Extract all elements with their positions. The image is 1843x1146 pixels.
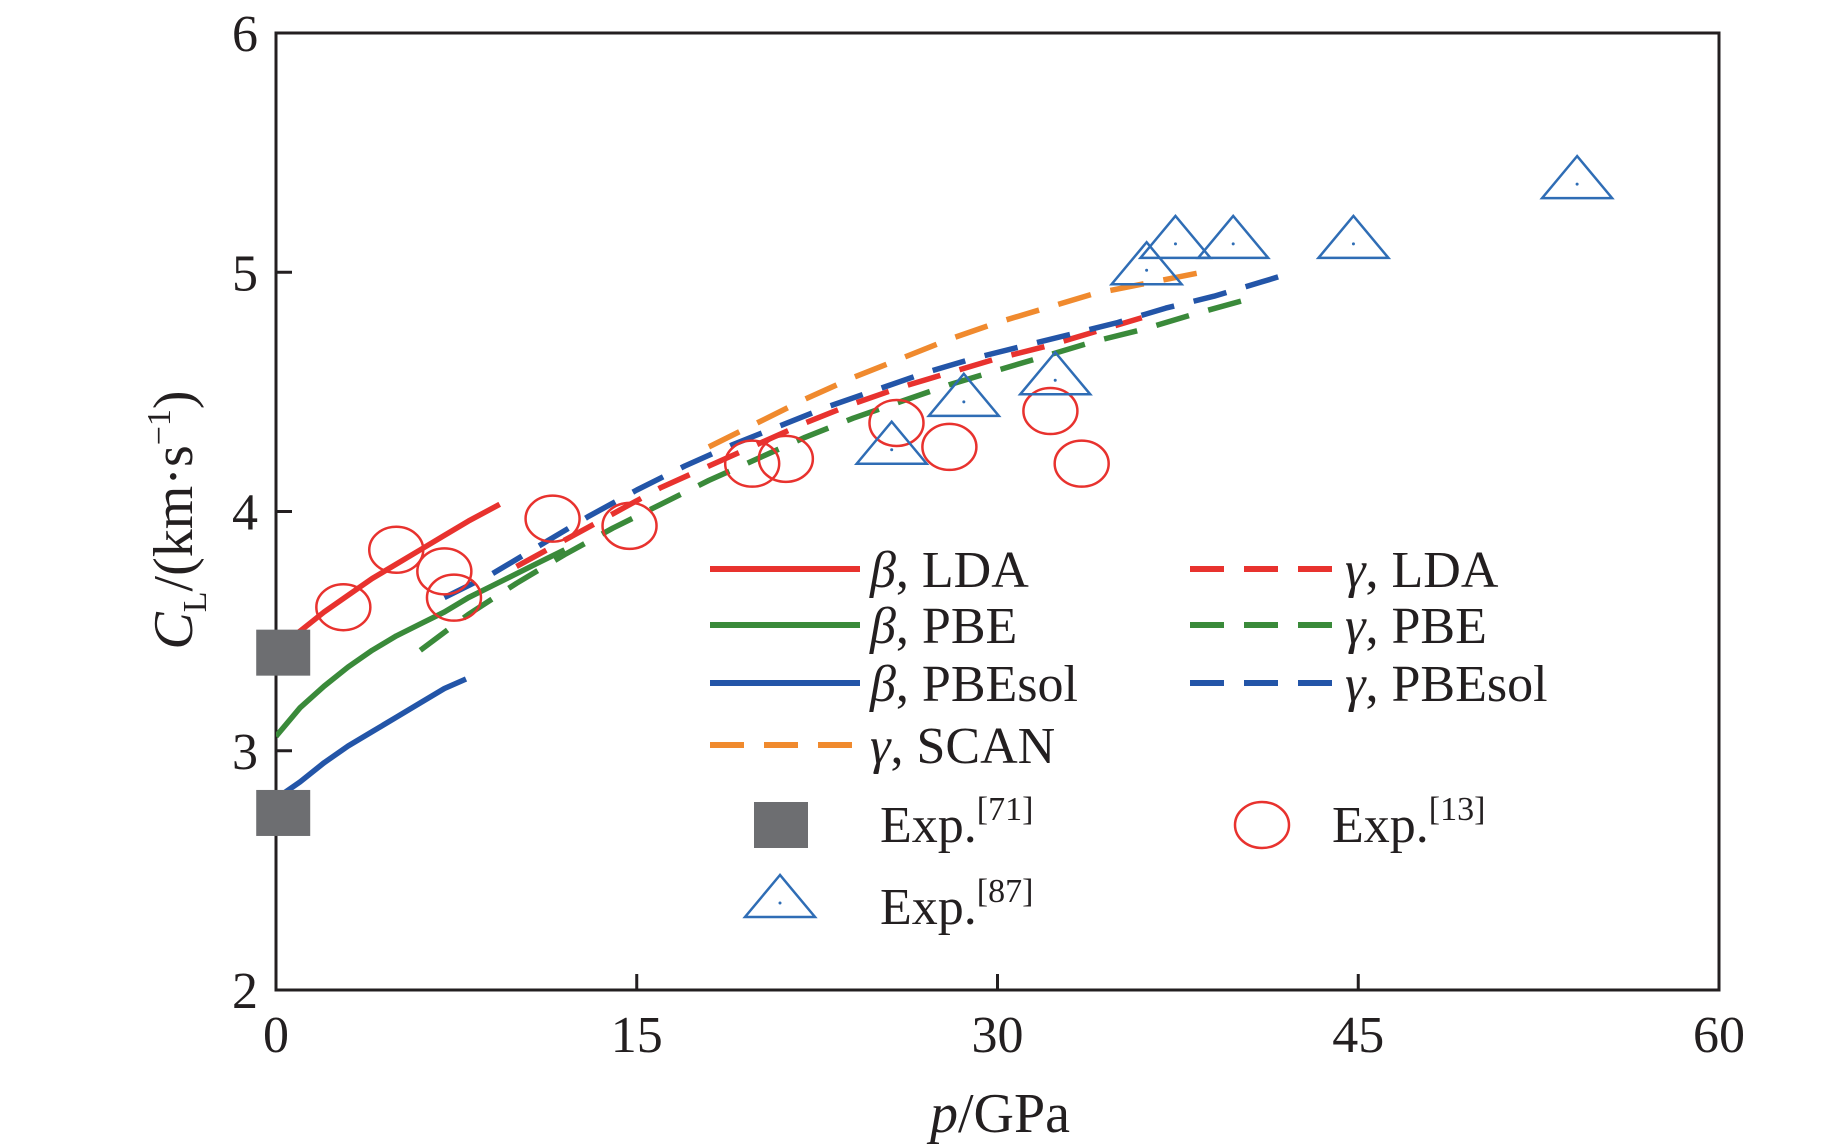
series-line-4 — [515, 315, 1143, 569]
exp-circle-point — [416, 547, 473, 596]
exp-circle-point — [921, 422, 978, 472]
x-tick-label: 60 — [1693, 1007, 1745, 1064]
legend: β, LDA β, PBE β, PBEsol γ, SCAN γ, LDA γ… — [710, 542, 1548, 936]
exp-circle-point — [315, 582, 372, 632]
exp-triangle-point — [1017, 350, 1093, 396]
marker-layer — [256, 154, 1615, 836]
axis-ticks — [276, 270, 1360, 990]
legend-label-gamma-scan: γ, SCAN — [870, 718, 1055, 775]
exp-triangle-dot — [1575, 182, 1579, 186]
exp-square-point — [256, 789, 311, 836]
y-tick-label: 2 — [232, 963, 258, 1020]
legend-label-beta-pbesol: β, PBEsol — [869, 656, 1078, 713]
exp-triangle-dot — [1145, 268, 1149, 272]
exp-circle-point — [524, 494, 581, 543]
exp-circle-point — [1053, 439, 1110, 488]
exp-triangle-point — [1108, 240, 1185, 286]
series-line-3 — [707, 269, 1203, 450]
legend-marker-exp87 — [742, 873, 818, 919]
legend-label-exp13: Exp.[13] — [1332, 791, 1485, 854]
exp-triangle-point — [1315, 213, 1392, 260]
exp-triangle-point — [1137, 213, 1214, 260]
exp-circle-point — [425, 573, 483, 622]
exp-triangle-dot — [890, 448, 894, 452]
legend-label-exp87: Exp.[87] — [880, 873, 1033, 936]
x-tick-label: 45 — [1332, 1007, 1384, 1064]
exp-triangle-point — [1539, 154, 1615, 200]
exp-triangle-dot — [1351, 242, 1355, 246]
legend-label-gamma-pbe: γ, PBE — [1345, 598, 1487, 655]
y-tick-label: 6 — [232, 6, 258, 63]
exp-circle-point — [368, 525, 425, 575]
legend-marker-exp87-dot — [778, 901, 782, 905]
plot-frame — [274, 31, 1721, 992]
legend-label-beta-pbe: β, PBE — [869, 598, 1017, 655]
exp-triangle-dot — [1173, 242, 1177, 246]
series-line-2 — [276, 676, 468, 801]
series-layer — [276, 269, 1295, 801]
series-line-5 — [418, 295, 1251, 653]
x-tick-label: 15 — [611, 1007, 663, 1064]
exp-circle-point — [601, 501, 658, 551]
legend-label-gamma-lda: γ, LDA — [1345, 542, 1499, 599]
series-line-1 — [276, 547, 566, 739]
exp-triangle-dot — [962, 400, 966, 404]
exp-triangle-point — [1195, 213, 1271, 260]
legend-label-exp71: Exp.[71] — [880, 791, 1033, 854]
x-tick-label: 30 — [972, 1007, 1024, 1064]
y-tick-label: 3 — [232, 724, 258, 781]
exp-triangle-dot — [1231, 242, 1235, 246]
exp-circle-point — [1022, 386, 1079, 436]
exp-triangle-point — [926, 371, 1002, 418]
exp-circle-point — [757, 434, 815, 484]
legend-marker-exp13 — [1233, 800, 1291, 850]
y-tick-label: 4 — [232, 485, 258, 542]
x-axis-label: p/GPa — [926, 1083, 1070, 1145]
exp-circle-point — [868, 398, 925, 448]
exp-triangle-dot — [1053, 378, 1057, 382]
legend-label-gamma-pbesol: γ, PBEsol — [1345, 656, 1548, 713]
exp-square-point — [256, 629, 311, 676]
x-tick-label: 0 — [263, 1007, 289, 1064]
y-tick-label: 5 — [232, 245, 258, 302]
series-line-6 — [443, 269, 1295, 601]
exp-circle-point — [723, 439, 781, 488]
legend-label-beta-lda: β, LDA — [869, 542, 1029, 599]
exp-triangle-point — [854, 419, 930, 465]
legend-marker-exp71 — [754, 802, 808, 848]
y-axis-label: CL/(km·s−1) — [141, 390, 214, 649]
